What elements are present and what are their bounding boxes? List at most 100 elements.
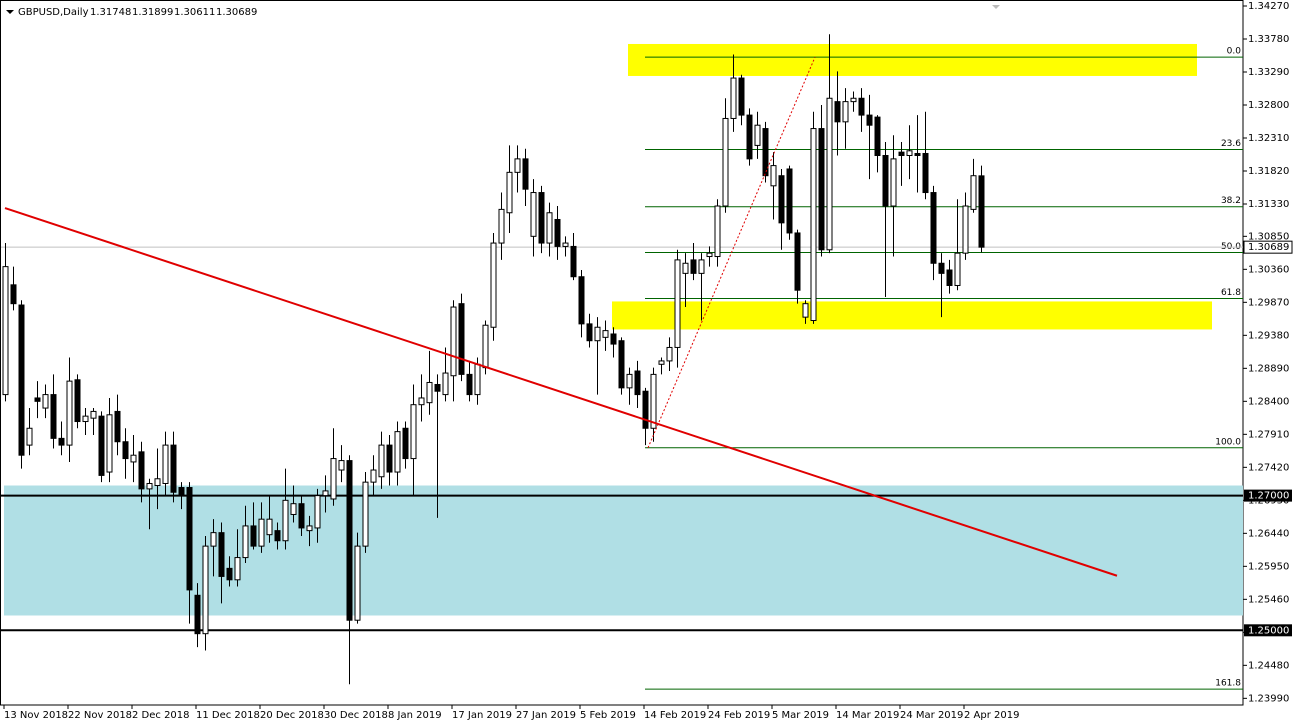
current-price-label: 1.30689	[1248, 242, 1289, 253]
y-tick-label: 1.31330	[1248, 199, 1289, 210]
candle-body	[898, 151, 905, 157]
price-label-box	[1244, 489, 1292, 502]
candle-body	[26, 427, 33, 446]
fib-label: 38.2	[1221, 196, 1241, 206]
candle-body	[82, 415, 89, 423]
candle-body	[402, 427, 409, 460]
candle-body	[218, 532, 225, 577]
candle-body	[570, 245, 577, 278]
candle-body	[482, 324, 489, 369]
y-tick-label: 1.30360	[1248, 264, 1289, 275]
candle-body	[370, 469, 377, 483]
candle-body	[450, 306, 457, 377]
candle-body	[610, 333, 617, 345]
symbol-marker	[6, 10, 14, 14]
candle-body	[186, 487, 193, 591]
candle-body	[586, 323, 593, 342]
y-tick-label: 1.23990	[1248, 693, 1289, 704]
y-tick-label: 1.28890	[1248, 363, 1289, 374]
candle-body	[514, 158, 521, 173]
candle-body	[314, 495, 321, 529]
candle-body	[802, 303, 809, 318]
candle-body	[170, 444, 177, 493]
candle-body	[330, 458, 337, 500]
zone	[4, 485, 1243, 616]
candle-body	[146, 482, 153, 490]
candle-body	[442, 372, 449, 396]
price-label: 1.25000	[1248, 625, 1289, 636]
current-price-box	[1243, 240, 1293, 254]
candle-body	[762, 128, 769, 177]
candle-body	[242, 525, 249, 559]
candle-body	[266, 518, 273, 536]
candle-body	[746, 114, 753, 160]
candle-body	[770, 165, 777, 187]
candle-body	[458, 303, 465, 375]
candle-body	[970, 175, 977, 210]
candle-body	[882, 155, 889, 207]
y-tick-label: 1.27420	[1248, 462, 1289, 473]
candle-body	[642, 390, 649, 429]
candle-body	[850, 97, 857, 103]
candle-body	[978, 175, 985, 248]
candle-body	[386, 444, 393, 473]
candle-body	[906, 150, 913, 157]
candle-body	[938, 262, 945, 274]
candle-body	[10, 284, 17, 305]
candle-body	[954, 252, 961, 286]
candle-body	[914, 152, 921, 157]
y-tick-label: 1.32310	[1248, 133, 1289, 144]
candle-body	[274, 530, 281, 542]
candle-body	[602, 330, 609, 338]
candle-body	[346, 460, 353, 621]
candle-body	[58, 437, 65, 446]
x-tick-label: 27 Jan 2019	[516, 710, 576, 721]
candle-body	[538, 192, 545, 244]
candle-body	[114, 410, 121, 443]
last-open: 1.31748	[90, 7, 131, 18]
candle-body	[546, 212, 553, 244]
candle-body	[626, 373, 633, 389]
y-tick-label: 1.29380	[1248, 330, 1289, 341]
fib-label: 61.8	[1221, 288, 1241, 298]
fib-label: 0.0	[1227, 47, 1242, 57]
candle-body	[42, 394, 49, 409]
candle-body	[258, 518, 265, 547]
zone	[628, 43, 1197, 76]
candle-body	[154, 478, 161, 487]
candle-body	[98, 415, 105, 476]
candle-body	[714, 205, 721, 258]
candle-body	[34, 397, 41, 402]
candle-body	[498, 208, 505, 244]
last-high: 1.31899	[132, 7, 173, 18]
y-tick-label: 1.29870	[1248, 297, 1289, 308]
last-close: 1.30689	[216, 7, 257, 18]
candle-body	[290, 503, 297, 515]
y-tick-label: 1.33290	[1248, 67, 1289, 78]
candle-body	[786, 168, 793, 234]
y-tick-label: 1.33780	[1248, 34, 1289, 45]
candle-body	[834, 101, 841, 123]
fib-label: 23.6	[1221, 139, 1241, 149]
fib-label: 161.8	[1215, 679, 1241, 689]
candle-body	[706, 252, 713, 258]
y-tick-label: 1.31820	[1248, 166, 1289, 177]
candle-body	[866, 114, 873, 126]
candle-body	[18, 304, 25, 456]
candle-body	[930, 192, 937, 264]
candle-body	[738, 77, 745, 116]
candle-body	[650, 373, 657, 429]
candle-body	[322, 490, 329, 497]
y-tick-label: 1.26440	[1248, 528, 1289, 539]
candle-body	[194, 594, 201, 635]
y-tick-label: 1.30850	[1248, 231, 1289, 242]
candle-body	[722, 117, 729, 207]
candle-body	[754, 124, 761, 146]
candle-body	[818, 128, 825, 251]
y-tick-label: 1.25950	[1248, 561, 1289, 572]
candle-body	[226, 567, 233, 581]
candle-body	[362, 481, 369, 547]
candle-body	[410, 404, 417, 460]
candle-body	[522, 158, 529, 190]
candle-body	[962, 205, 969, 254]
